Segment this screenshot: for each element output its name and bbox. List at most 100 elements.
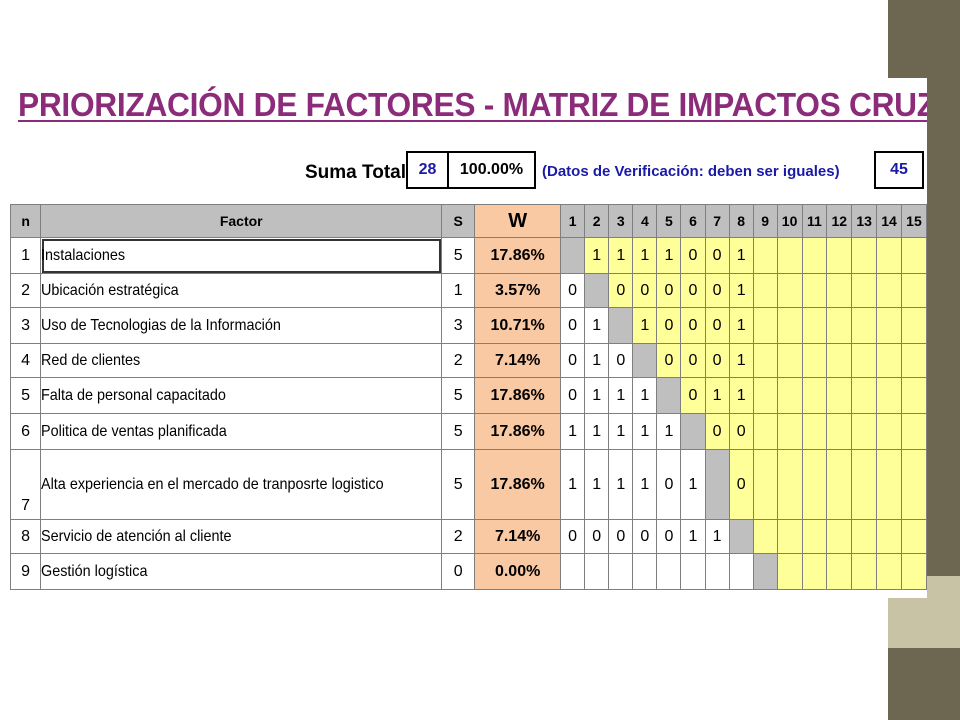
matrix-cell[interactable] [776,343,803,378]
matrix-cell[interactable] [632,553,658,590]
matrix-cell[interactable] [704,449,730,520]
matrix-cell[interactable]: 1 [608,237,634,274]
matrix-cell[interactable]: 0 [560,343,586,378]
matrix-cell[interactable]: 0 [728,449,754,520]
matrix-cell[interactable]: 1 [632,237,658,274]
weight-cell[interactable]: 17.86% [474,413,562,450]
matrix-cell[interactable]: 1 [584,343,610,378]
matrix-cell[interactable] [900,449,927,520]
matrix-cell[interactable] [776,519,803,554]
factor-cell[interactable]: Uso de Tecnologias de la Información [40,307,443,344]
matrix-cell[interactable]: 0 [680,343,706,378]
matrix-cell[interactable] [876,307,902,344]
matrix-cell[interactable]: 1 [728,377,754,414]
weight-cell[interactable]: 7.14% [474,343,562,378]
matrix-cell[interactable]: 0 [608,273,634,308]
weight-cell[interactable]: 17.86% [474,237,562,274]
matrix-cell[interactable] [826,553,853,590]
weight-cell[interactable]: 0.00% [474,553,562,590]
matrix-cell[interactable]: 0 [560,377,586,414]
matrix-cell[interactable] [752,519,778,554]
matrix-cell[interactable] [704,553,730,590]
matrix-cell[interactable] [584,273,610,308]
matrix-cell[interactable] [876,449,902,520]
matrix-cell[interactable] [656,553,682,590]
matrix-cell[interactable]: 0 [656,519,682,554]
matrix-cell[interactable] [752,377,778,414]
score-cell[interactable]: 2 [441,343,476,378]
factor-cell[interactable]: Falta de personal capacitado [40,377,443,414]
matrix-cell[interactable]: 0 [680,273,706,308]
matrix-cell[interactable]: 1 [632,413,658,450]
matrix-cell[interactable]: 1 [560,413,586,450]
matrix-cell[interactable] [801,237,828,274]
matrix-cell[interactable]: 0 [656,307,682,344]
matrix-cell[interactable] [826,307,853,344]
matrix-cell[interactable] [900,307,927,344]
matrix-cell[interactable]: 1 [728,237,754,274]
matrix-cell[interactable]: 0 [560,307,586,344]
score-cell[interactable]: 2 [441,519,476,554]
weight-cell[interactable]: 3.57% [474,273,562,308]
matrix-cell[interactable] [900,237,927,274]
matrix-cell[interactable] [826,377,853,414]
matrix-cell[interactable]: 0 [728,413,754,450]
weight-cell[interactable]: 10.71% [474,307,562,344]
matrix-cell[interactable] [752,553,778,590]
matrix-cell[interactable]: 0 [680,307,706,344]
score-cell[interactable]: 5 [441,413,476,450]
matrix-cell[interactable] [851,377,878,414]
matrix-cell[interactable] [776,237,803,274]
matrix-cell[interactable]: 0 [704,273,730,308]
weight-cell[interactable]: 7.14% [474,519,562,554]
matrix-cell[interactable] [801,449,828,520]
matrix-cell[interactable]: 1 [680,449,706,520]
matrix-cell[interactable]: 1 [584,377,610,414]
matrix-cell[interactable] [801,273,828,308]
matrix-cell[interactable]: 1 [728,273,754,308]
matrix-cell[interactable] [826,519,853,554]
matrix-cell[interactable]: 0 [584,519,610,554]
matrix-cell[interactable] [728,519,754,554]
matrix-cell[interactable]: 1 [704,377,730,414]
matrix-cell[interactable]: 0 [608,343,634,378]
matrix-cell[interactable] [752,413,778,450]
matrix-cell[interactable] [752,307,778,344]
matrix-cell[interactable] [900,553,927,590]
matrix-cell[interactable] [876,377,902,414]
matrix-cell[interactable] [876,273,902,308]
matrix-cell[interactable] [801,377,828,414]
factor-cell[interactable]: Servicio de atención al cliente [40,519,443,554]
matrix-cell[interactable] [876,343,902,378]
matrix-cell[interactable]: 0 [632,519,658,554]
matrix-cell[interactable] [776,553,803,590]
matrix-cell[interactable] [560,553,586,590]
matrix-cell[interactable]: 0 [560,519,586,554]
matrix-cell[interactable] [900,343,927,378]
factor-cell[interactable]: Ubicación estratégica [40,273,443,308]
matrix-cell[interactable] [900,273,927,308]
factor-cell[interactable]: Instalaciones [40,237,443,274]
matrix-cell[interactable]: 1 [728,307,754,344]
score-cell[interactable]: 5 [441,237,476,274]
score-cell[interactable]: 3 [441,307,476,344]
matrix-cell[interactable] [801,307,828,344]
matrix-cell[interactable]: 0 [704,343,730,378]
factor-cell[interactable]: Politica de ventas planificada [40,413,443,450]
matrix-cell[interactable]: 0 [680,377,706,414]
matrix-cell[interactable] [851,553,878,590]
matrix-cell[interactable] [826,449,853,520]
matrix-cell[interactable] [876,553,902,590]
score-cell[interactable]: 5 [441,449,476,520]
matrix-cell[interactable]: 0 [704,413,730,450]
matrix-cell[interactable] [776,449,803,520]
matrix-cell[interactable]: 0 [656,273,682,308]
matrix-cell[interactable] [826,273,853,308]
matrix-cell[interactable]: 1 [728,343,754,378]
matrix-cell[interactable]: 1 [584,413,610,450]
matrix-cell[interactable] [680,413,706,450]
matrix-cell[interactable]: 0 [656,343,682,378]
matrix-cell[interactable] [656,377,682,414]
matrix-cell[interactable] [826,343,853,378]
matrix-cell[interactable] [801,413,828,450]
